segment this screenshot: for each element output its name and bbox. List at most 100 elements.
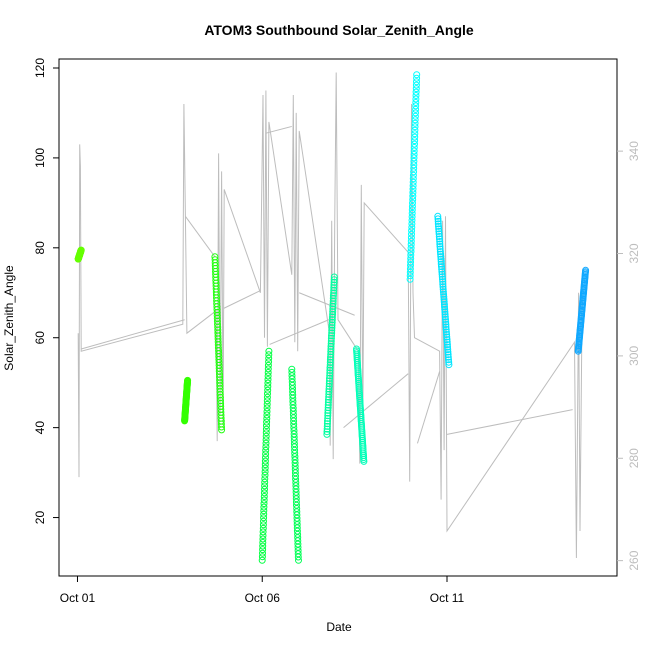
data-point	[436, 240, 444, 248]
y-right-tick-label: 320	[627, 243, 641, 263]
data-point	[292, 492, 300, 499]
data-point	[261, 485, 268, 493]
data-point	[323, 430, 331, 438]
point-group-9	[574, 266, 590, 355]
gray-connector-7	[416, 371, 441, 444]
y-axis-right: 260 280 300 320 340	[617, 141, 641, 571]
data-point	[413, 71, 421, 79]
data-point	[435, 233, 443, 240]
data-point	[292, 485, 300, 493]
y-right-tick-label: 280	[627, 448, 641, 468]
data-point	[438, 265, 446, 273]
data-point	[289, 398, 297, 406]
data-point	[407, 234, 415, 242]
data-point	[439, 285, 447, 293]
data-point	[327, 353, 334, 361]
data-point	[260, 503, 268, 511]
data-point	[327, 334, 335, 342]
gray-connector-5	[299, 292, 355, 316]
data-point	[408, 206, 416, 214]
data-point	[325, 396, 332, 404]
point-group-5	[323, 273, 338, 438]
data-point	[328, 321, 336, 329]
data-point	[330, 284, 338, 292]
point-group-8	[434, 212, 453, 369]
data-point	[411, 126, 419, 134]
y-tick-label: 20	[33, 511, 47, 525]
data-point	[293, 501, 300, 509]
data-point	[410, 164, 418, 172]
point-group-2	[211, 253, 226, 434]
data-point	[291, 453, 299, 461]
data-point	[442, 321, 450, 328]
data-point	[412, 102, 420, 110]
data-point	[258, 553, 266, 561]
data-point	[329, 297, 337, 305]
data-point	[329, 294, 337, 302]
data-point	[293, 511, 301, 519]
data-point	[437, 258, 445, 266]
data-point	[289, 411, 297, 418]
data-point	[410, 161, 418, 169]
data-point	[293, 517, 301, 525]
data-point	[412, 105, 420, 113]
data-point	[327, 345, 335, 353]
data-point	[407, 251, 415, 259]
data-point	[444, 348, 452, 356]
data-point	[259, 524, 267, 532]
data-point	[406, 275, 414, 283]
data-point	[408, 213, 416, 221]
data-point	[409, 185, 417, 193]
data-point	[406, 272, 414, 280]
data-point	[444, 346, 452, 354]
data-point	[434, 212, 442, 220]
data-point	[259, 521, 267, 529]
data-point	[328, 326, 336, 334]
data-point	[328, 329, 336, 337]
data-point	[329, 292, 337, 300]
point-series	[74, 71, 590, 564]
gray-connector-4	[269, 319, 329, 345]
data-point	[290, 427, 298, 435]
data-point	[442, 328, 450, 336]
data-point	[438, 263, 445, 271]
data-point	[440, 293, 448, 301]
data-point	[259, 535, 267, 543]
data-point	[288, 372, 296, 380]
data-point	[409, 196, 417, 203]
data-point	[328, 313, 336, 321]
x-tick-label: Oct 06	[245, 591, 281, 605]
y-tick-label: 40	[33, 421, 47, 435]
gray-connector-1	[184, 216, 216, 258]
gray-connector-3	[265, 125, 292, 134]
x-axis: Oct 01 Oct 06 Oct 11	[60, 576, 465, 605]
data-point	[329, 302, 337, 310]
data-point	[411, 112, 419, 120]
data-point	[409, 171, 417, 179]
data-point	[360, 457, 368, 465]
data-point	[262, 450, 270, 458]
data-point	[437, 253, 445, 261]
data-point	[262, 439, 270, 447]
y-axis-label: Solar_Zenith_Angle	[2, 265, 16, 371]
data-point	[325, 380, 333, 388]
data-point	[437, 260, 445, 268]
data-point	[184, 376, 192, 384]
data-point	[262, 425, 270, 433]
data-point	[445, 358, 453, 366]
data-point	[262, 432, 270, 440]
data-point	[438, 270, 446, 278]
data-point	[293, 508, 301, 516]
data-point	[439, 283, 447, 291]
data-point	[261, 457, 269, 465]
data-point	[294, 543, 302, 551]
data-point	[261, 461, 269, 469]
data-point	[411, 137, 419, 145]
data-point	[323, 422, 331, 430]
data-point	[412, 81, 420, 89]
data-point	[434, 220, 442, 228]
data-point	[263, 397, 271, 405]
y-right-tick-label: 260	[627, 550, 641, 570]
data-point	[264, 376, 272, 384]
data-point	[329, 305, 337, 313]
